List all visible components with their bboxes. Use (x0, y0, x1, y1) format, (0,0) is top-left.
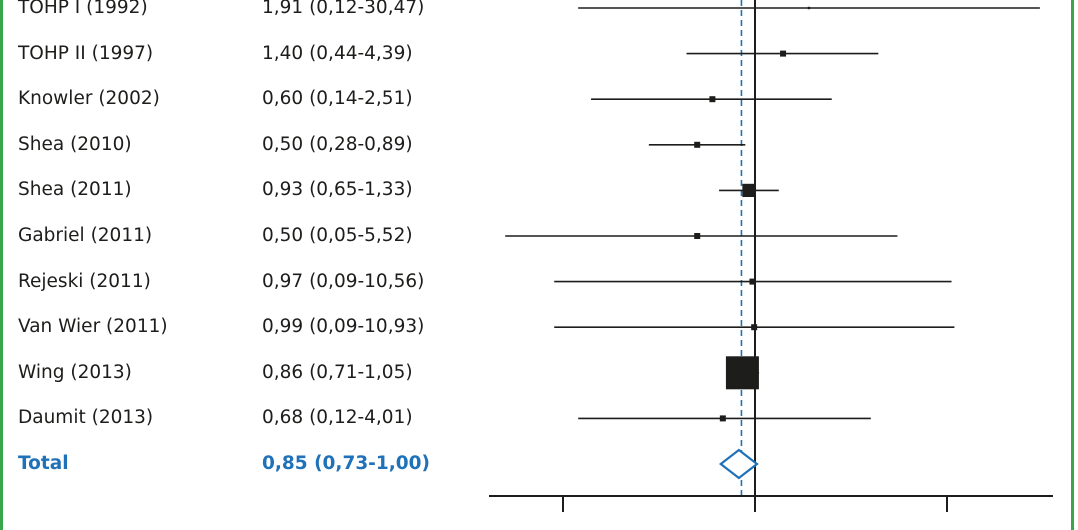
study-name: Wing (2013) (18, 361, 132, 383)
point-estimate-square (694, 233, 701, 239)
effect-ci: 1,40 (0,44-4,39) (262, 42, 413, 64)
point-estimate-square (694, 141, 701, 148)
effect-ci: 0,97 (0,09-10,56) (262, 270, 425, 292)
point-estimate-square (780, 50, 787, 57)
point-estimate-square (709, 96, 716, 103)
effect-ci: 1,91 (0,12-30,47) (262, 0, 425, 18)
study-name: Shea (2010) (18, 133, 132, 155)
study-name: Daumit (2013) (18, 407, 154, 429)
study-name: Knowler (2002) (18, 88, 160, 110)
study-name: TOHP I (1992) (18, 0, 148, 18)
point-estimate-square (719, 415, 726, 422)
total-label: Total (18, 453, 69, 474)
forest-plot (489, 0, 1053, 512)
effect-ci: 0,60 (0,14-2,51) (262, 88, 413, 110)
study-name: Shea (2011) (18, 179, 132, 201)
pooled-diamond (718, 448, 759, 480)
point-estimate-square (751, 324, 758, 331)
effect-ci: 0,93 (0,65-1,33) (262, 179, 413, 201)
point-estimate-square (742, 183, 756, 197)
effect-ci: 0,50 (0,28-0,89) (262, 133, 413, 155)
study-name: Rejeski (2011) (18, 270, 151, 292)
study-name: Gabriel (2011) (18, 225, 153, 246)
point-estimate-square (807, 6, 811, 10)
point-estimate-square (725, 356, 759, 390)
point-estimate-square (749, 278, 756, 285)
effect-ci: 0,99 (0,09-10,93) (262, 316, 425, 338)
study-name: Van Wier (2011) (18, 316, 168, 338)
effect-ci: 0,50 (0,05-5,52) (262, 225, 413, 246)
study-name: TOHP II (1997) (18, 42, 154, 64)
effect-ci: 0,68 (0,12-4,01) (262, 407, 413, 429)
effect-ci: 0,86 (0,71-1,05) (262, 361, 413, 383)
total-effect-ci: 0,85 (0,73-1,00) (262, 453, 430, 474)
